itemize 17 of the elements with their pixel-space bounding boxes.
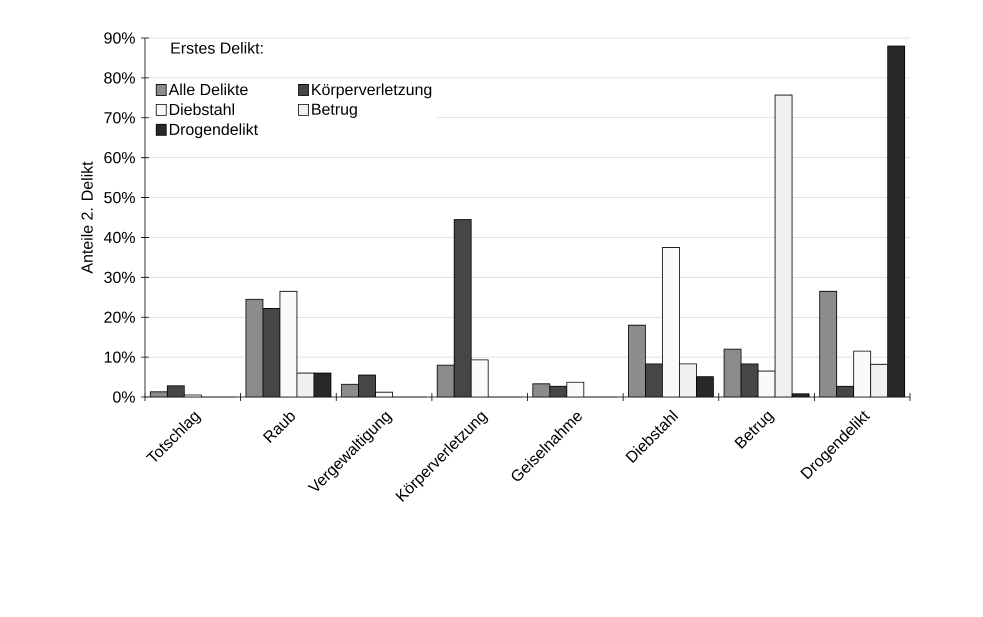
y-tick-label: 60%: [104, 152, 135, 164]
y-tick-label: 80%: [104, 72, 135, 84]
y-tick-label: 40%: [104, 232, 135, 244]
legend-label: Alle Delikte: [168, 83, 248, 96]
legend-title: Erstes Delikt:: [171, 42, 263, 54]
y-tick-label: 0%: [113, 391, 135, 403]
y-axis-title: Anteile 2. Delikt: [81, 162, 93, 274]
y-tick-label: 20%: [104, 312, 135, 323]
y-tick-label: 10%: [104, 351, 135, 363]
legend-label: Betrug: [312, 104, 357, 118]
legend-label: Diebstahl: [170, 103, 234, 116]
legend-label: Körperverletzung: [312, 83, 432, 98]
y-tick-label: 30%: [104, 272, 135, 283]
legend-label: Drogendelikt: [170, 123, 258, 138]
y-tick-label: 70%: [104, 112, 135, 124]
y-tick-label: 90%: [104, 32, 135, 44]
y-tick-label: 50%: [104, 192, 135, 204]
